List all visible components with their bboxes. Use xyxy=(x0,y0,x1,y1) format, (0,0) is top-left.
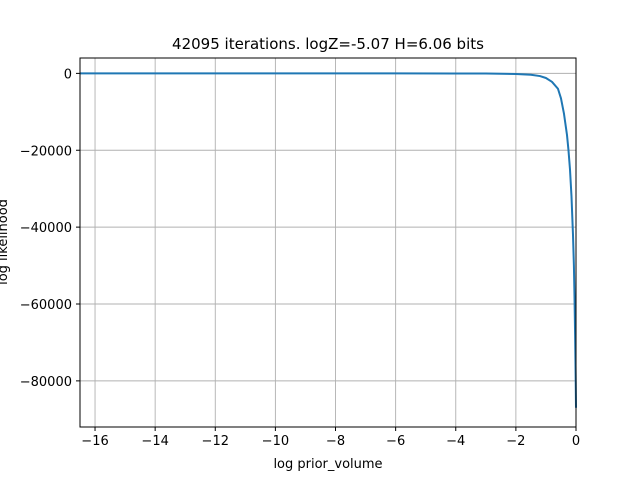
y-tick-label: −40000 xyxy=(20,221,72,236)
y-tick-label: −60000 xyxy=(20,298,72,313)
y-tick-label: −80000 xyxy=(20,375,72,390)
x-tick-label: −2 xyxy=(506,434,525,449)
x-tick-label: −12 xyxy=(202,434,229,449)
x-tick-label: −8 xyxy=(326,434,345,449)
x-tick-label: −6 xyxy=(386,434,405,449)
y-tick-label: −20000 xyxy=(20,144,72,159)
plot-area xyxy=(80,72,577,408)
likelihood-line xyxy=(80,72,577,408)
y-axis: 0 −20000 −40000 −60000 −80000 xyxy=(20,67,80,390)
x-axis-label: log prior_volume xyxy=(273,457,382,472)
x-tick-label: −4 xyxy=(446,434,465,449)
x-tick-label: 0 xyxy=(572,434,580,449)
y-tick-label: 0 xyxy=(64,67,72,82)
x-tick-label: −16 xyxy=(81,434,108,449)
axes-frame xyxy=(79,57,577,428)
y-axis-label: log likelihood xyxy=(0,199,11,285)
grid xyxy=(80,58,577,427)
x-tick-label: −14 xyxy=(141,434,168,449)
x-tick-label: −10 xyxy=(262,434,289,449)
chart-title: 42095 iterations. logZ=-5.07 H=6.06 bits xyxy=(172,35,484,53)
x-axis: −16 −14 −12 −10 −8 −6 −4 −2 0 xyxy=(81,427,580,449)
